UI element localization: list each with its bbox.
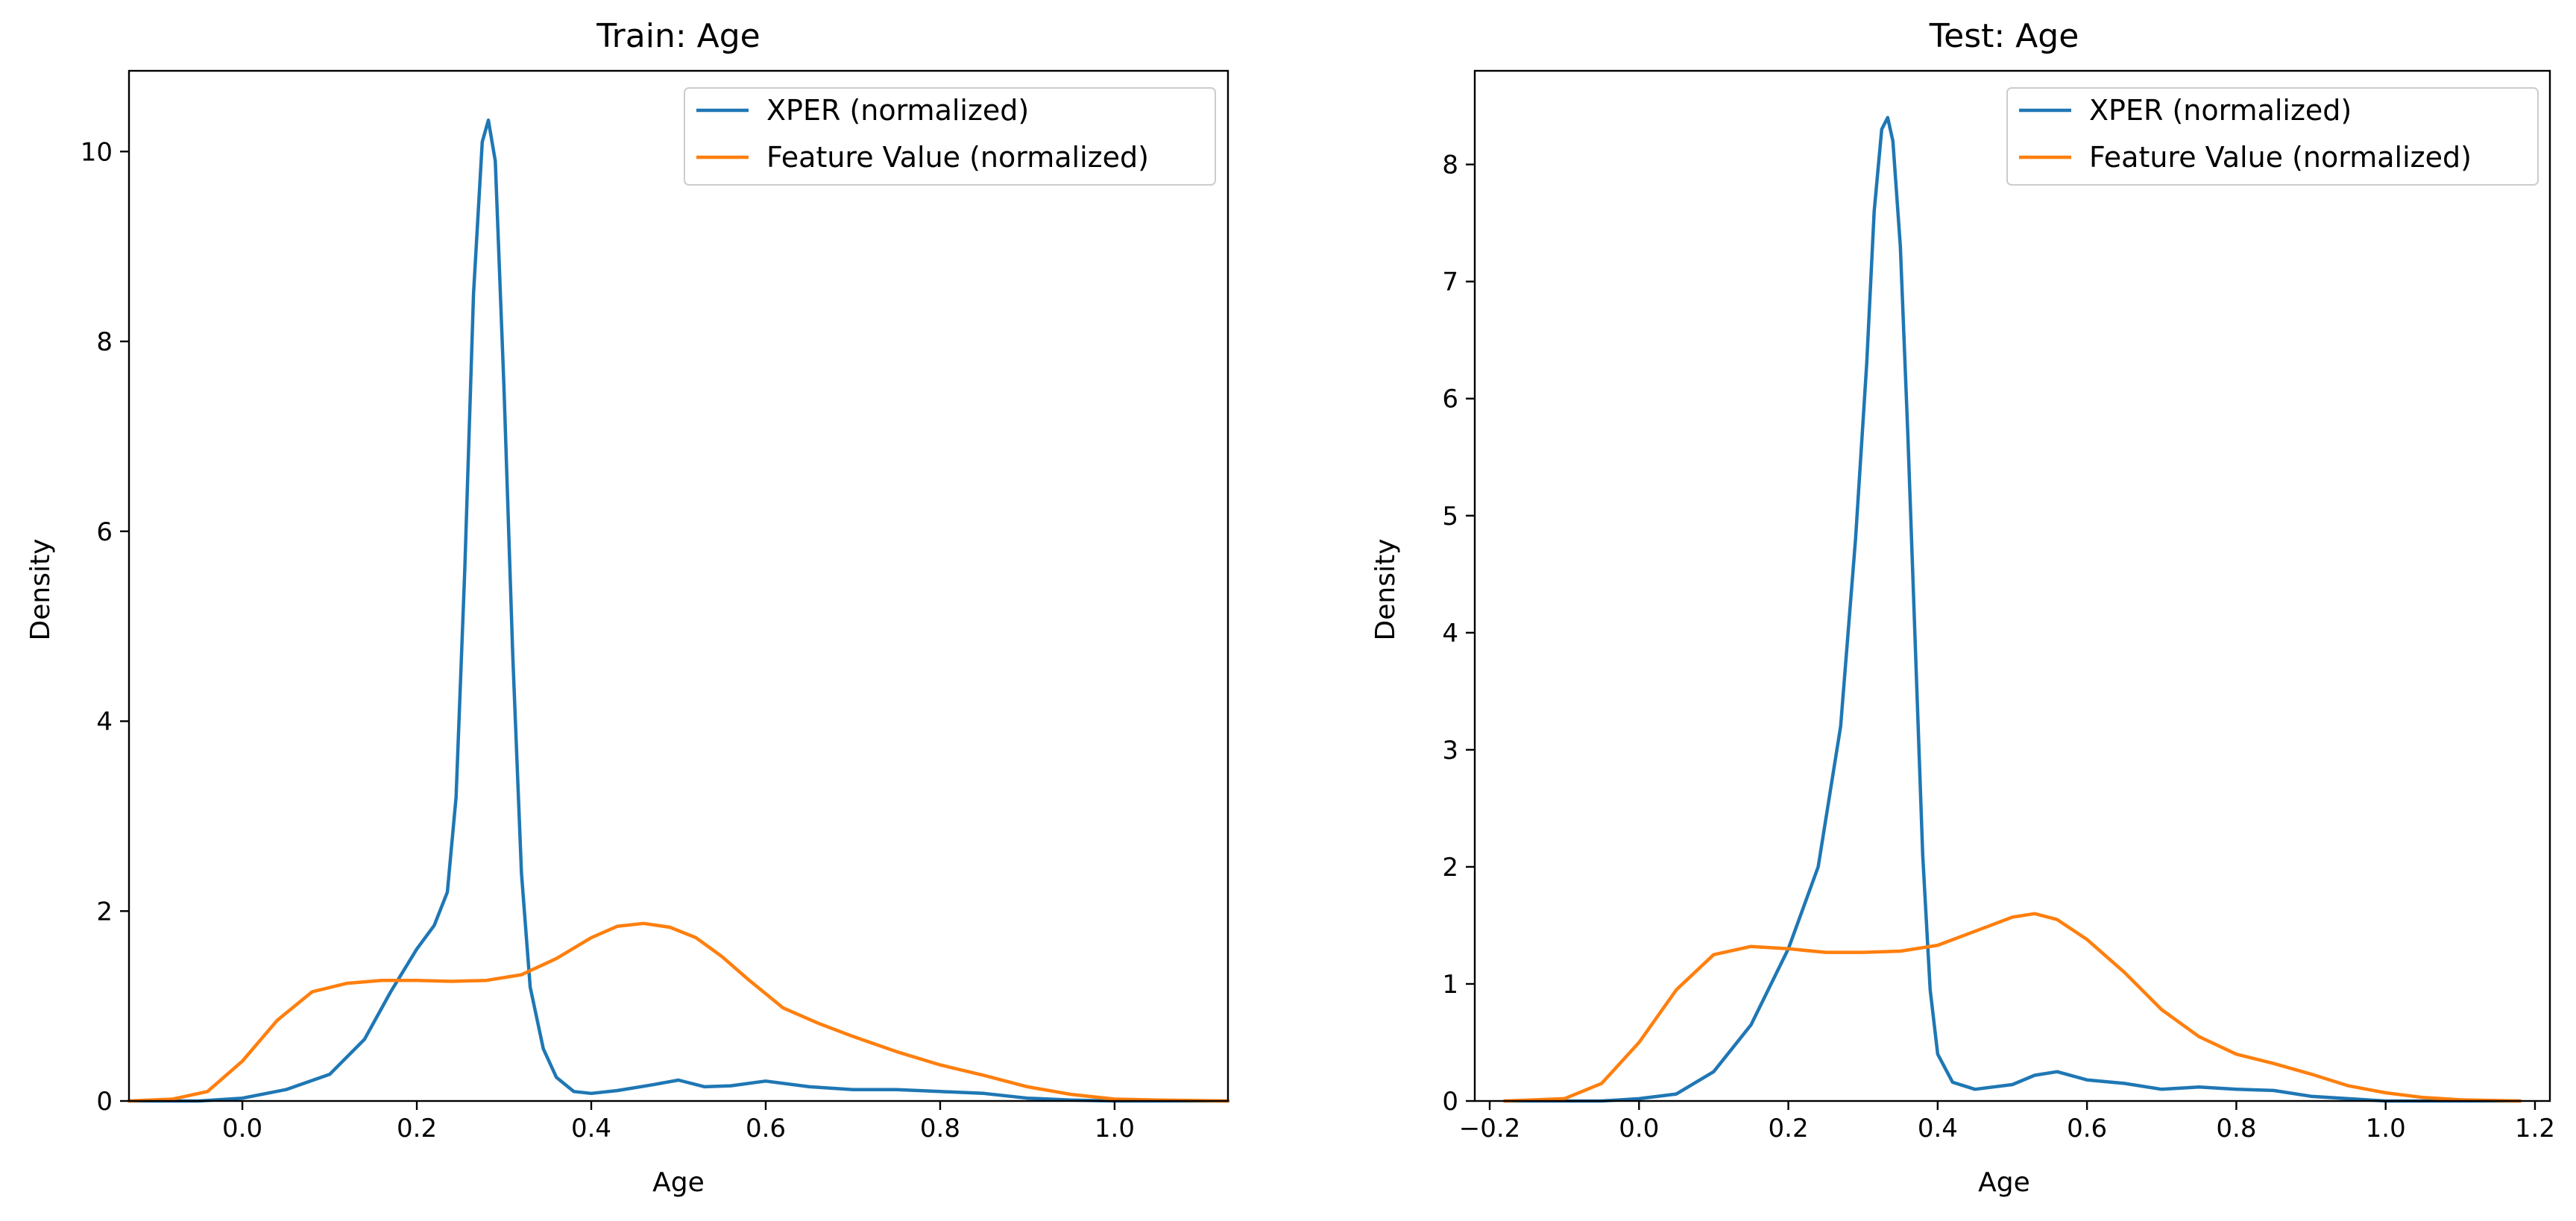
- x-axis-label: Age: [652, 1167, 705, 1198]
- y-tick-label: 0: [96, 1087, 113, 1117]
- plot-area: −0.2 0.0 0.2 0.4 0.6 0.8 1.0 1.2 0 1 2 3 4 5 6 7 8: [1442, 69, 2555, 1143]
- series-line-1: [127, 921, 1230, 1103]
- y-tick-label: 6: [96, 517, 113, 547]
- legend-box: [2006, 87, 2539, 186]
- legend-entry-label: XPER (normalized): [766, 94, 1029, 127]
- y-tick-label: 8: [1442, 151, 1458, 180]
- x-tick-label: 0.8: [920, 1114, 960, 1143]
- x-tick-label: −0.2: [1459, 1114, 1521, 1143]
- chart-title: Train: Age: [596, 17, 760, 55]
- y-axis-label: Density: [1370, 539, 1401, 641]
- y-tick-label: 5: [1442, 502, 1458, 531]
- plot-frame: [1473, 69, 2551, 1102]
- y-tick-label: 6: [1442, 385, 1458, 414]
- series-line-0: [1502, 116, 2522, 1103]
- y-tick-label: 2: [96, 897, 113, 927]
- y-tick-label: 4: [1442, 619, 1458, 649]
- plot-frame: [127, 69, 1229, 1102]
- x-tick-label: 0.6: [2067, 1114, 2107, 1143]
- x-tick-label: 1.2: [2515, 1114, 2555, 1143]
- x-tick-label: 0.0: [1619, 1114, 1659, 1143]
- x-tick-label: 1.0: [1095, 1114, 1135, 1143]
- y-tick-label: 8: [96, 327, 113, 357]
- legend-entry-label: XPER (normalized): [2089, 94, 2352, 127]
- legend-entry-label: Feature Value (normalized): [766, 141, 1149, 174]
- series-line-1: [1502, 912, 2522, 1103]
- x-tick-label: 0.2: [1769, 1114, 1809, 1143]
- legend: XPER (normalized) Feature Value (normaliz…: [2006, 87, 2539, 186]
- x-tick-label: 0.2: [397, 1114, 437, 1143]
- x-tick-label: 0.6: [746, 1114, 786, 1143]
- y-tick-label: 7: [1442, 268, 1458, 297]
- legend-entry-label: Feature Value (normalized): [2089, 141, 2472, 174]
- series-line-0: [127, 118, 1230, 1103]
- x-tick-label: 0.4: [1918, 1114, 1958, 1143]
- legend-box: [684, 87, 1216, 186]
- legend: XPER (normalized) Feature Value (normaliz…: [684, 87, 1216, 186]
- y-tick-label: 10: [81, 137, 113, 167]
- plot-area: 0.0 0.2 0.4 0.6 0.8 1.0 0 2 4 6 8 10: [81, 69, 1230, 1143]
- y-tick-label: 3: [1442, 736, 1458, 766]
- test-age-panel: Test: Age −0.2 0.0 0.2 0.4 0.6 0.8 1.0 1.2 0 1 2 3 4…: [1370, 17, 2555, 1198]
- x-axis-label: Age: [1978, 1167, 2030, 1198]
- x-tick-label: 0.4: [571, 1114, 611, 1143]
- x-tick-label: 0.8: [2216, 1114, 2256, 1143]
- y-axis-label: Density: [25, 539, 56, 641]
- x-tick-label: 0.0: [222, 1114, 262, 1143]
- x-tick-label: 1.0: [2366, 1114, 2406, 1143]
- y-tick-label: 4: [96, 707, 113, 737]
- y-tick-label: 1: [1442, 970, 1458, 1000]
- chart-title: Test: Age: [1929, 17, 2079, 55]
- train-age-panel: Train: Age 0.0 0.2 0.4 0.6 0.8 1.0 0 2 4 6 8 10 Age…: [25, 17, 1230, 1198]
- y-tick-label: 0: [1442, 1087, 1458, 1117]
- y-tick-label: 2: [1442, 853, 1458, 883]
